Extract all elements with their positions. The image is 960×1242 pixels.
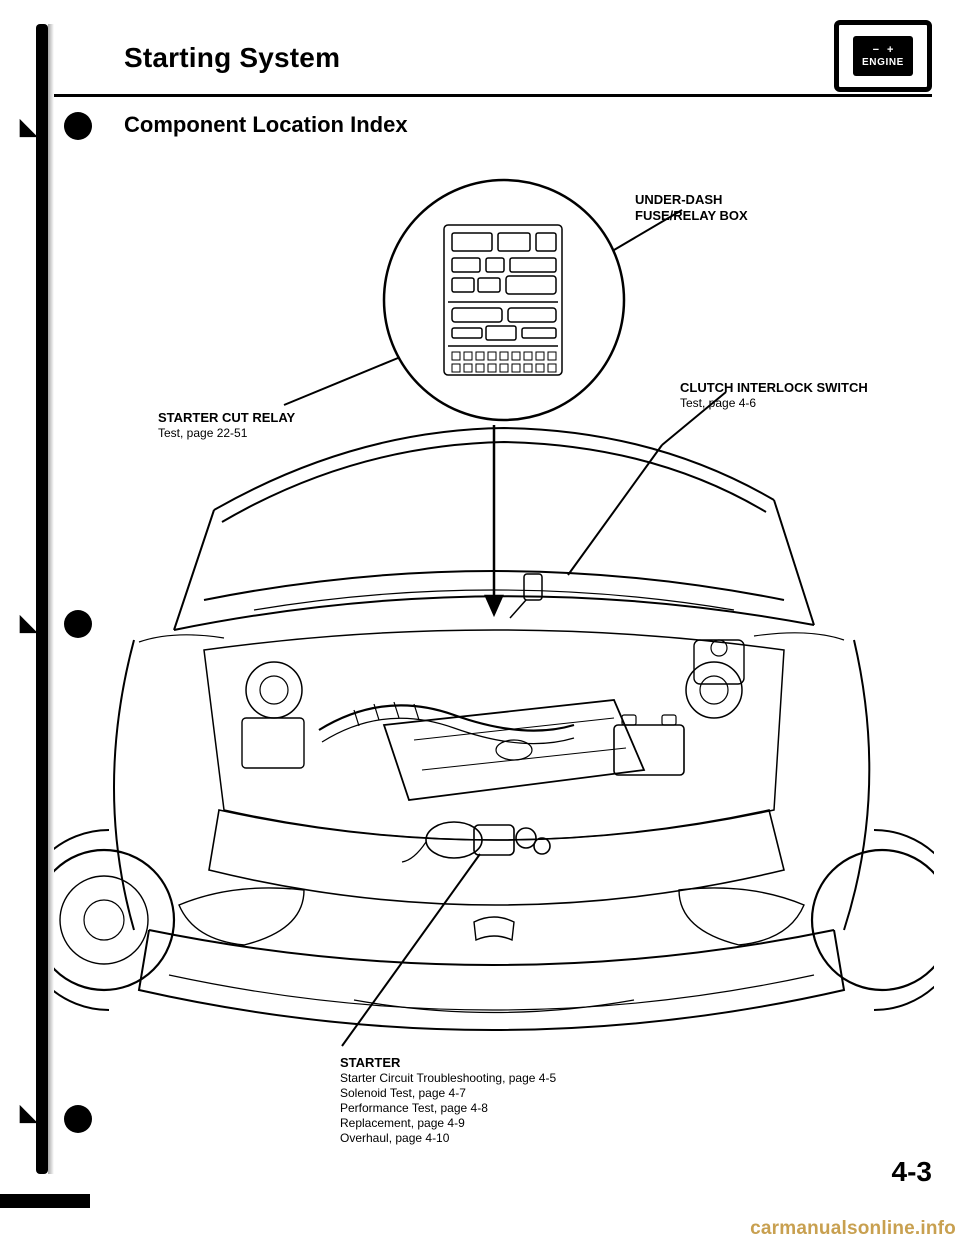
engine-badge: −+ ENGINE (834, 20, 932, 92)
callout-starter-l1: Starter Circuit Troubleshooting, page 4-… (340, 1071, 700, 1086)
callout-starter-l5: Overhaul, page 4-10 (340, 1131, 700, 1146)
callout-starter-l4: Replacement, page 4-9 (340, 1116, 700, 1131)
plus-icon: + (887, 44, 901, 56)
callout-starter-head: STARTER (340, 1055, 700, 1071)
callout-starter-cut-relay: STARTER CUT RELAY Test, page 22-51 (158, 410, 358, 441)
page-title: Starting System (124, 42, 340, 74)
callout-cutrelay-head: STARTER CUT RELAY (158, 410, 358, 426)
scan-edge-artifact (0, 1194, 90, 1208)
component-diagram (54, 170, 934, 1090)
leader-cutrelay (284, 358, 398, 405)
binder-dot-1 (64, 112, 92, 140)
watermark: carmanualsonline.info (750, 1218, 956, 1240)
leader-starter (342, 854, 480, 1046)
page-number: 4-3 (892, 1156, 932, 1188)
binder-spine (36, 24, 48, 1174)
callout-starter-l2: Solenoid Test, page 4-7 (340, 1086, 700, 1101)
battery-polarity-icon: −+ (873, 45, 902, 56)
leader-clutch (568, 392, 726, 575)
margin-caret-3: ◣ (20, 1100, 37, 1126)
callout-underdash-head: UNDER-DASH (635, 192, 835, 208)
margin-caret-1: ◣ (20, 114, 37, 140)
callout-starter: STARTER Starter Circuit Troubleshooting,… (340, 1055, 700, 1146)
callout-clutch-sub: Test, page 4-6 (680, 396, 910, 411)
engine-badge-inner: −+ ENGINE (853, 36, 913, 76)
callout-starter-l3: Performance Test, page 4-8 (340, 1101, 700, 1116)
callout-underdash-fusebox: UNDER-DASH FUSE/RELAY BOX (635, 192, 835, 225)
leader-arrow-down (486, 425, 502, 614)
engine-badge-label: ENGINE (862, 58, 904, 68)
fusebox-circle-icon (384, 180, 624, 420)
callout-clutch-interlock: CLUTCH INTERLOCK SWITCH Test, page 4-6 (680, 380, 910, 411)
callout-cutrelay-sub: Test, page 22-51 (158, 426, 358, 441)
header-rule (54, 94, 932, 97)
binder-dot-3 (64, 1105, 92, 1133)
diagram-svg (54, 170, 934, 1090)
manual-page: ◣ ◣ ◣ Starting System −+ ENGINE Componen… (0, 0, 960, 1242)
minus-icon: − (873, 44, 887, 56)
callout-underdash-line2: FUSE/RELAY BOX (635, 208, 835, 224)
callout-clutch-head: CLUTCH INTERLOCK SWITCH (680, 380, 910, 396)
margin-caret-2: ◣ (20, 610, 37, 636)
section-subtitle: Component Location Index (124, 112, 408, 138)
